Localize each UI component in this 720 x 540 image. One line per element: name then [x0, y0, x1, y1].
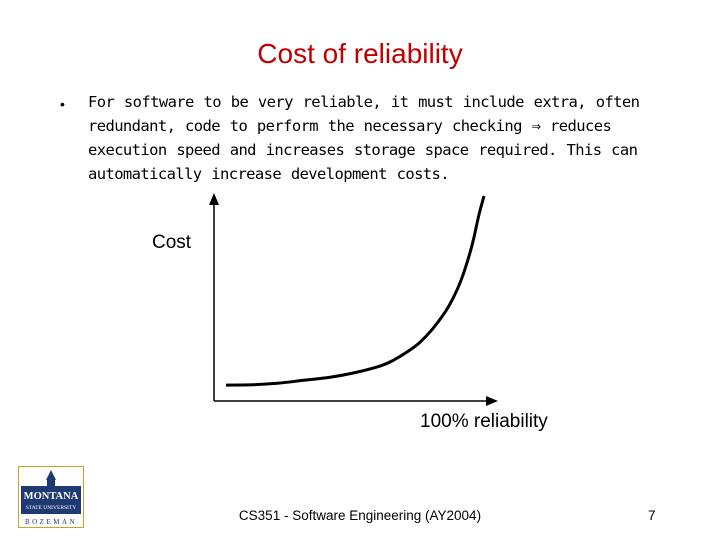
bullet-paragraph: For software to be very reliable, it mus…: [88, 90, 648, 186]
cost-curve-line: [225, 195, 486, 387]
logo-city: BOZEMAN: [25, 518, 77, 526]
logo-subline: STATE UNIVERSITY: [26, 505, 76, 511]
y-axis-label: Cost: [152, 232, 192, 253]
page-number: 7: [648, 508, 656, 523]
slide-title: Cost of reliability: [257, 38, 463, 69]
logo-building-icon: [46, 470, 56, 480]
logo-tower-icon: [47, 480, 55, 486]
bullet-line-1: For software to be very reliable, it mus…: [88, 93, 640, 111]
bullet-line-2: redundant, code to perform the necessary…: [88, 117, 612, 135]
bullet-line-3: execution speed and increases storage sp…: [88, 141, 638, 159]
x-axis-arrow: [486, 396, 498, 406]
footer-course: CS351 - Software Engineering (AY2004): [238, 508, 482, 523]
logo-wordmark: MONTANA: [24, 491, 79, 502]
bullet-marker: •: [60, 96, 65, 112]
logo-banner-icon: [21, 486, 81, 514]
x-axis-label: 100% reliability: [420, 411, 548, 432]
bullet-line-4: automatically increase development costs…: [88, 165, 450, 183]
montana-state-logo: MONTANA STATE UNIVERSITY BOZEMAN: [18, 466, 84, 528]
y-axis-arrow: [209, 193, 219, 205]
